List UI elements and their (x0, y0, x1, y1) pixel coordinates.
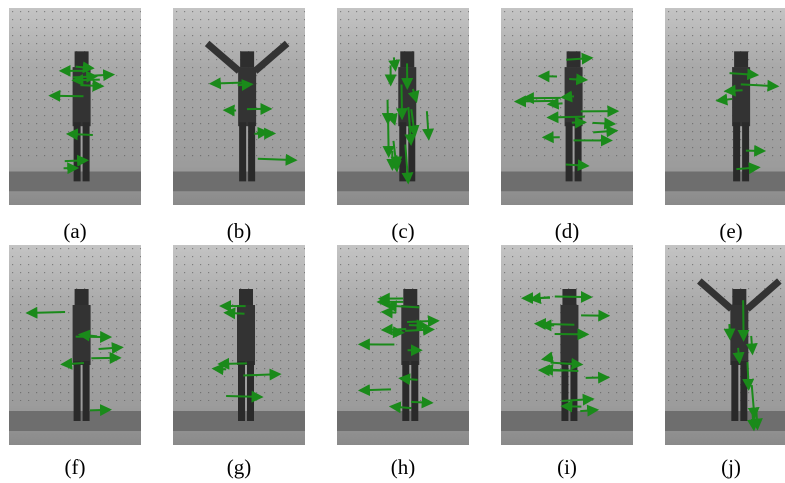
flow-arrow (566, 165, 588, 166)
flow-arrow (405, 329, 433, 330)
flow-arrow (211, 83, 242, 84)
leg (575, 122, 582, 181)
flow-arrow (592, 123, 614, 124)
flow-arrow (756, 409, 757, 428)
panel-caption: (a) (63, 219, 86, 243)
panel-caption: (i) (557, 455, 577, 479)
image-panel (9, 8, 141, 205)
panel-caption: (h) (391, 455, 416, 479)
leg (733, 122, 740, 181)
flow-arrow (219, 363, 247, 364)
head (732, 289, 746, 305)
head (239, 289, 253, 305)
leg (740, 361, 747, 421)
panel-caption: (e) (719, 219, 742, 243)
leg (742, 122, 749, 181)
image-panel (501, 8, 633, 205)
flow-arrow (569, 79, 586, 80)
flow-arrow (383, 329, 407, 330)
figure: (a) (b) (c) (d) (e) (f) (g) (h) (i) (j) (0, 0, 785, 483)
flow-arrow (548, 117, 584, 118)
flow-arrow (225, 313, 244, 314)
floor (665, 172, 785, 192)
leg (83, 122, 90, 181)
head (75, 51, 89, 67)
flow-arrow (243, 374, 279, 375)
flow-arrow (729, 324, 730, 338)
leg (402, 361, 409, 421)
head (75, 289, 89, 305)
leg (566, 122, 573, 181)
leg (248, 122, 255, 181)
head (240, 51, 254, 67)
panel-caption: (f) (65, 455, 86, 479)
flow-arrow (562, 96, 574, 97)
flow-arrow (391, 332, 403, 333)
image-panel (501, 245, 633, 445)
flow-arrow (50, 96, 83, 97)
flow-arrow (747, 362, 748, 389)
flow-arrow (401, 84, 402, 118)
flow-arrow (360, 389, 391, 390)
head (734, 51, 748, 67)
flow-arrow (73, 76, 96, 77)
flow-arrow (751, 336, 752, 353)
flow-arrow (407, 321, 438, 322)
flow-arrow (257, 132, 268, 133)
floor (665, 411, 785, 431)
panel-caption: (d) (555, 219, 580, 243)
leg (411, 361, 418, 421)
flow-arrow (65, 160, 87, 161)
flow-arrow (580, 410, 597, 411)
flow-arrow (383, 312, 396, 313)
panel-caption: (j) (721, 455, 741, 479)
flow-arrow (62, 363, 84, 364)
panel-caption: (c) (391, 219, 414, 243)
head (403, 289, 417, 305)
flow-arrow (549, 103, 563, 104)
leg (83, 361, 90, 421)
torso (401, 305, 419, 365)
leg (247, 361, 254, 421)
leg (238, 361, 245, 421)
image-panel (9, 245, 141, 445)
torso (238, 67, 256, 126)
flow-arrow (388, 121, 389, 156)
flow-arrow (80, 85, 102, 86)
torso (732, 67, 750, 126)
floor (173, 172, 305, 192)
leg (74, 122, 81, 181)
dot-grid (665, 245, 785, 401)
image-panel (173, 8, 305, 205)
leg (239, 122, 246, 181)
image-panel (665, 8, 785, 205)
flow-arrow (411, 402, 432, 403)
flow-arrow (73, 80, 100, 81)
leg (74, 361, 81, 421)
flow-arrow (90, 410, 110, 411)
flow-arrow (226, 396, 261, 397)
image-panel (337, 8, 469, 205)
flow-arrow (726, 90, 743, 91)
flow-arrow (27, 312, 65, 313)
flow-arrow (516, 101, 556, 102)
panel-caption: (g) (227, 455, 252, 479)
leg (731, 361, 738, 421)
flow-arrow (214, 369, 227, 370)
image-panel (337, 245, 469, 445)
flow-arrow (238, 84, 252, 85)
image-panel (173, 245, 305, 445)
panel-caption: (b) (227, 219, 252, 243)
flow-arrow (68, 134, 93, 135)
flow-arrow (555, 297, 591, 298)
image-panel (665, 245, 785, 445)
